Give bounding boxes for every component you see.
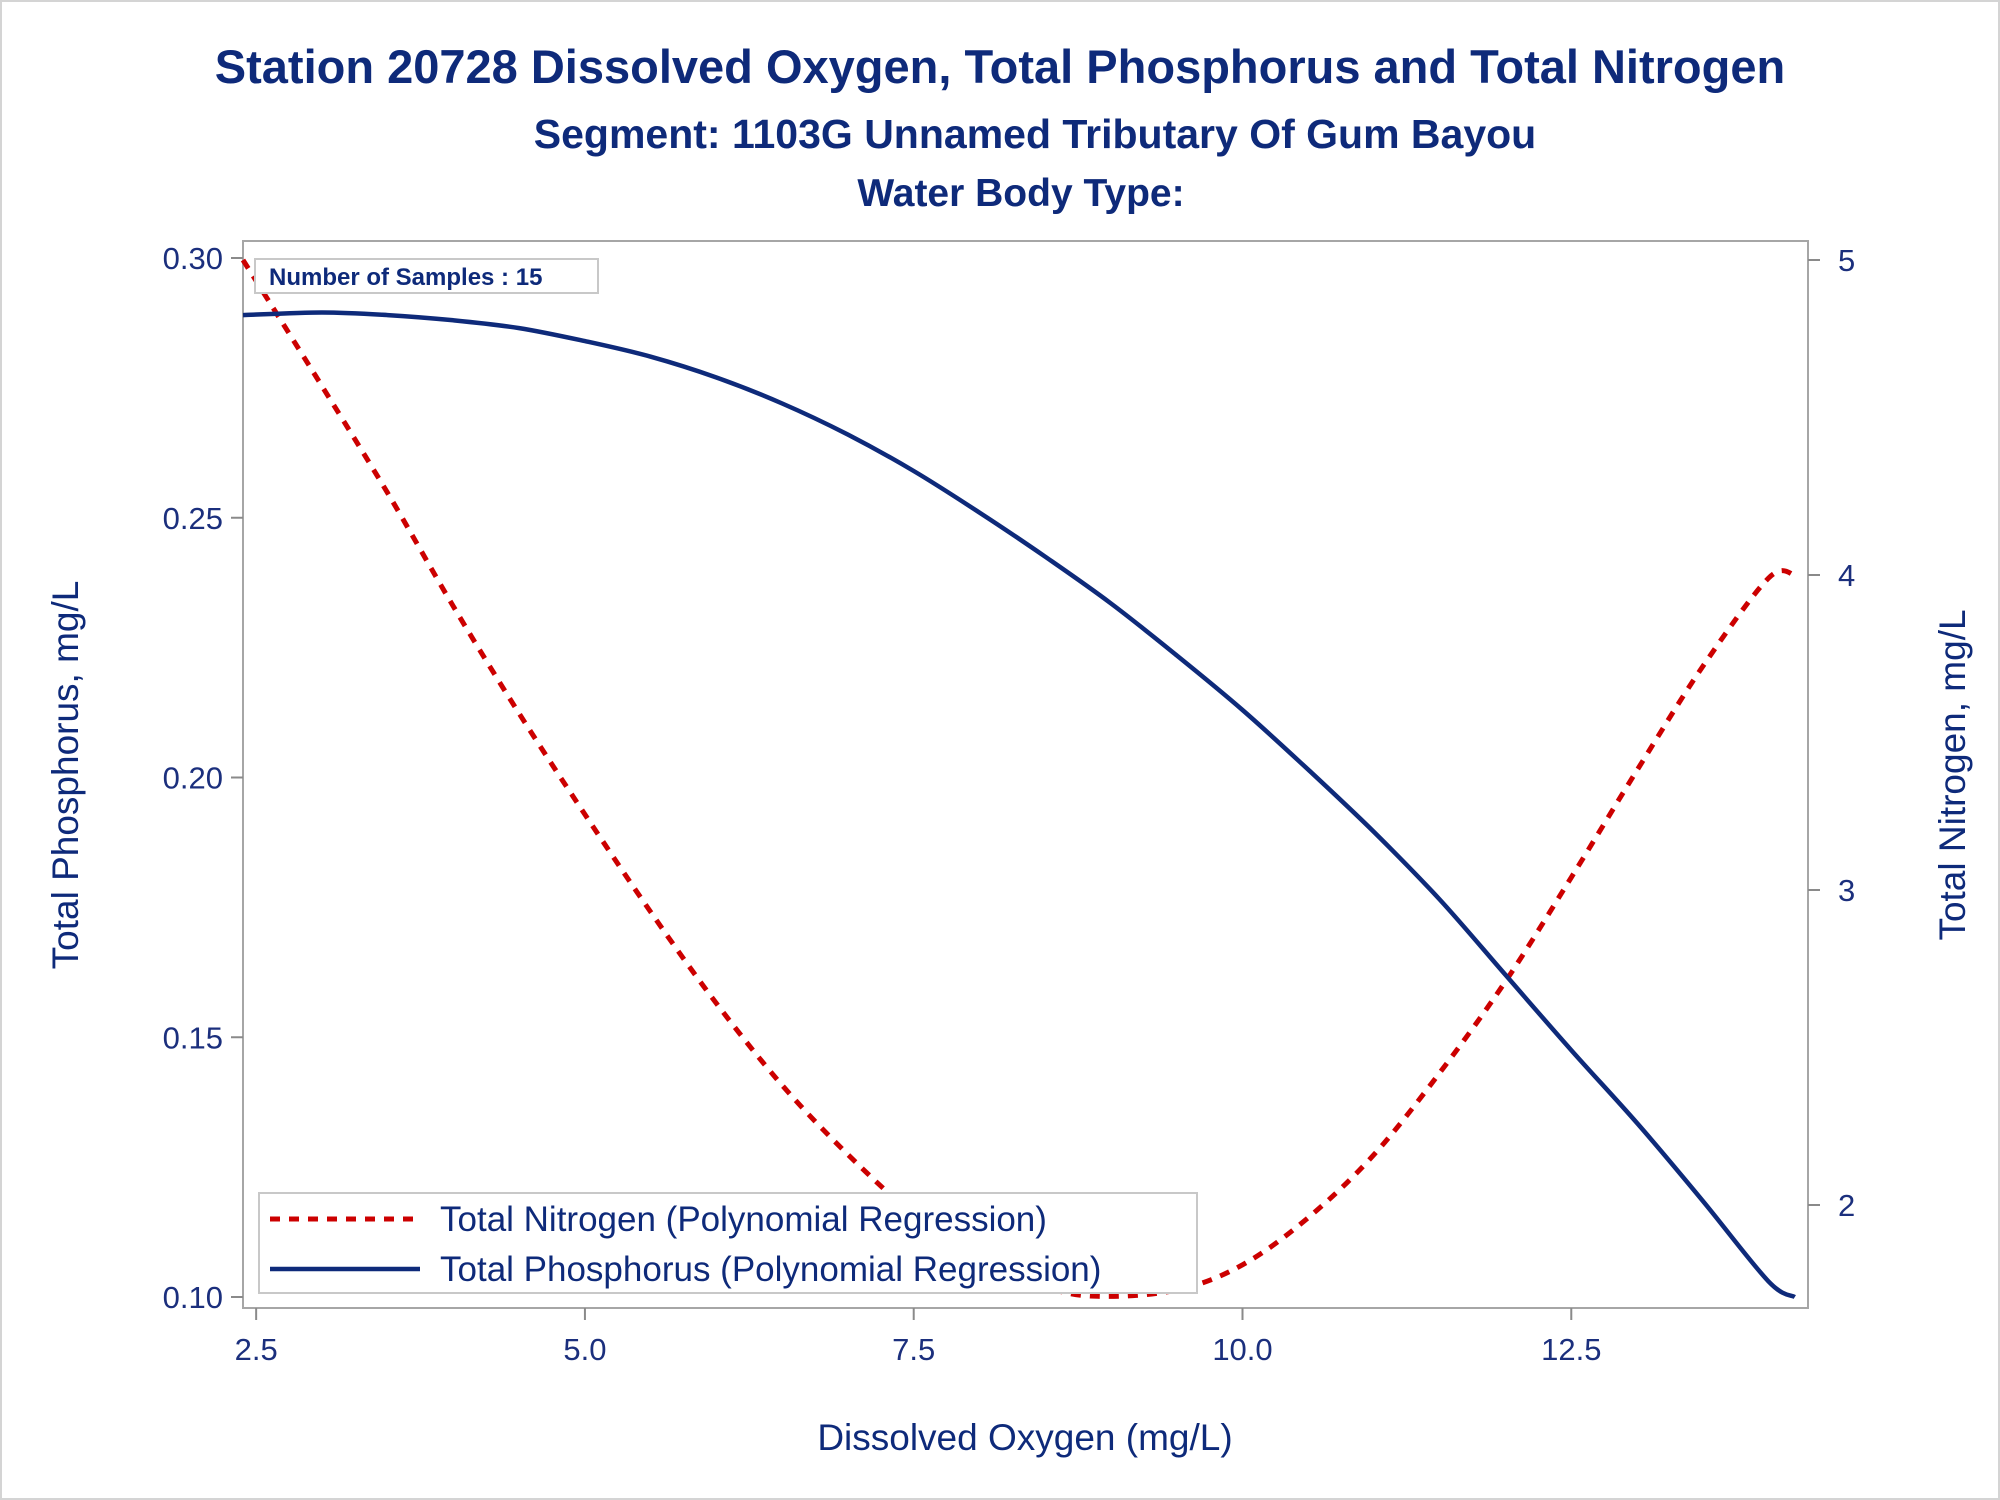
chart-title: Station 20728 Dissolved Oxygen, Total Ph… (215, 40, 1785, 93)
x-tick-label: 5.0 (563, 1332, 606, 1367)
chart-subtitle-2: Water Body Type: (857, 172, 1184, 215)
series-line-nitrogen (240, 258, 1796, 1299)
y-axis-right-label: Total Nitrogen, mg/L (1932, 609, 1973, 940)
chart-subtitle: Segment: 1103G Unnamed Tributary Of Gum … (534, 111, 1536, 157)
legend: Total Nitrogen (Polynomial Regression) T… (258, 1192, 1198, 1294)
series-line-phosphorus (242, 310, 1796, 1300)
y-axis-left-label: Total Phosphorus, mg/L (45, 581, 86, 970)
x-tick-label: 10.0 (1212, 1332, 1272, 1367)
legend-box (258, 1192, 1198, 1294)
samples-annotation: Number of Samples : 15 (269, 264, 542, 291)
x-tick-label: 12.5 (1541, 1332, 1601, 1367)
y-right-tick-label: 5 (1838, 243, 1855, 278)
x-tick-label: 7.5 (892, 1332, 935, 1367)
plot-area (242, 240, 1809, 1309)
y-left-tick-label: 0.15 (163, 1020, 223, 1055)
y-right-tick-label: 3 (1838, 873, 1855, 908)
annotation-box (254, 258, 599, 294)
y-left-tick-label: 0.25 (163, 501, 223, 536)
y-left-tick-label: 0.30 (163, 241, 223, 276)
y-right-tick-label: 4 (1838, 558, 1855, 593)
legend-label-phosphorus: Total Phosphorus (Polynomial Regression) (440, 1250, 1101, 1289)
y-left-tick-label: 0.20 (163, 761, 223, 796)
y-left-tick-label: 0.10 (163, 1280, 223, 1315)
x-tick-label: 2.5 (235, 1332, 278, 1367)
y-right-tick-label: 2 (1838, 1188, 1855, 1223)
legend-label-nitrogen: Total Nitrogen (Polynomial Regression) (440, 1200, 1047, 1239)
x-axis-label: Dissolved Oxygen (mg/L) (817, 1417, 1232, 1458)
